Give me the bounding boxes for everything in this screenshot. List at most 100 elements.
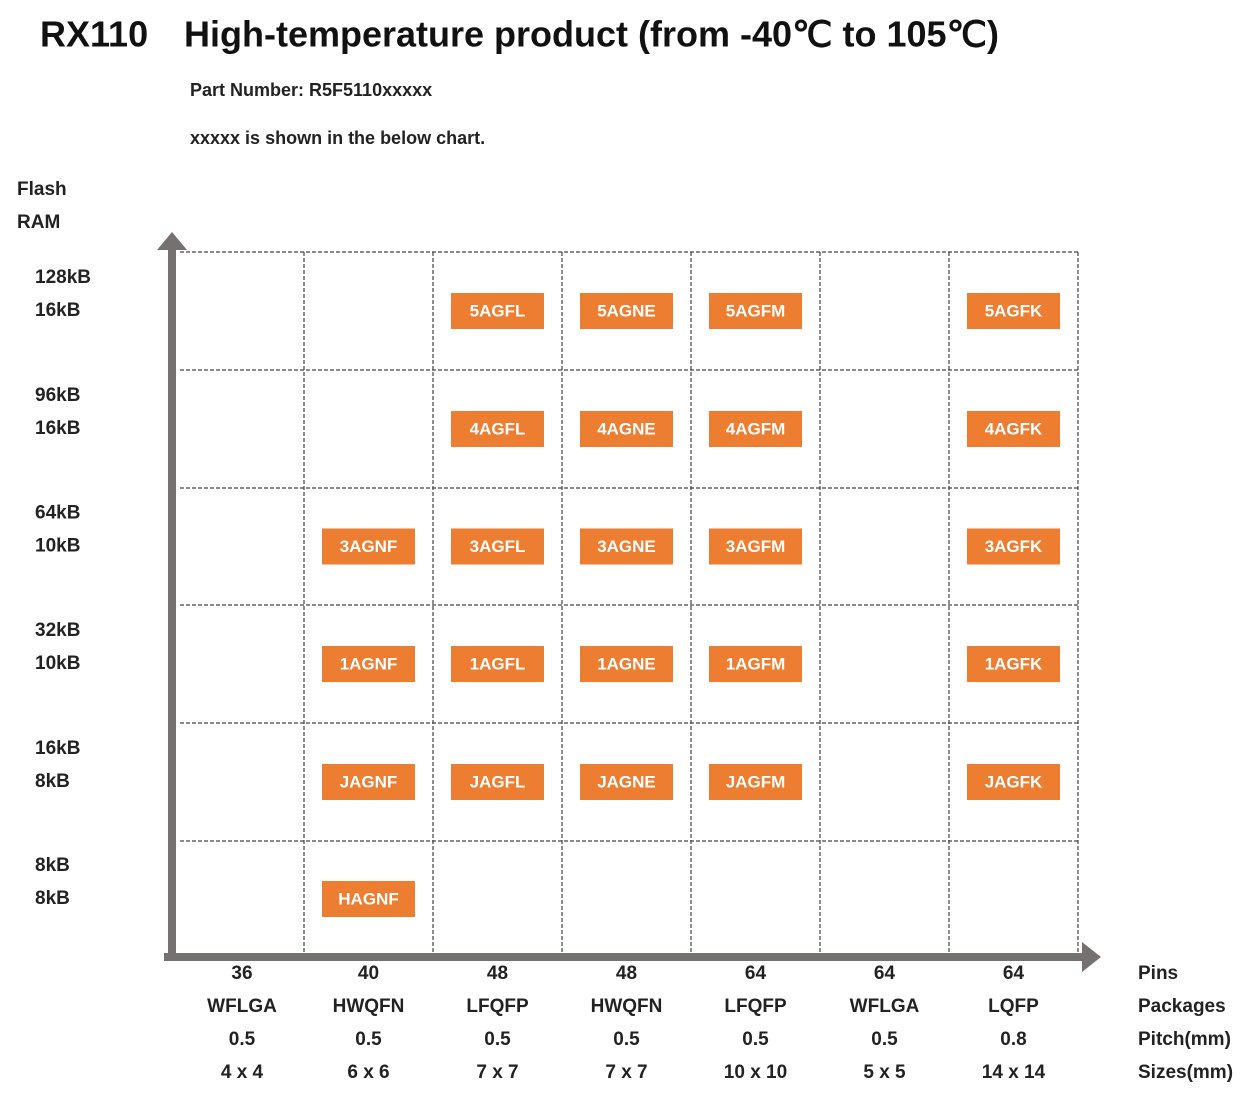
part-code: 5AGNE bbox=[597, 301, 656, 320]
part-code: JAGNF bbox=[340, 772, 398, 791]
part-code: 4AGNE bbox=[597, 419, 656, 438]
column-size: 6 x 6 bbox=[347, 1062, 389, 1083]
part-box bbox=[967, 293, 1060, 329]
part-code: JAGFL bbox=[470, 772, 526, 791]
part-box bbox=[967, 646, 1060, 682]
x-label: Packages bbox=[1138, 996, 1226, 1017]
column-pitch: 0.5 bbox=[742, 1029, 769, 1050]
part-code: 4AGFM bbox=[726, 419, 786, 438]
column-package: LFQFP bbox=[466, 996, 529, 1017]
part-box bbox=[451, 411, 544, 447]
column-size: 4 x 4 bbox=[221, 1062, 264, 1083]
column-pins: 36 bbox=[231, 963, 252, 984]
part-box bbox=[709, 646, 802, 682]
title: High-temperature product (from -40℃ to 1… bbox=[184, 14, 999, 55]
part-code: JAGNE bbox=[597, 772, 656, 791]
part-number: Part Number: R5F5110xxxxx bbox=[190, 80, 432, 100]
x-label: Pitch(mm) bbox=[1138, 1029, 1231, 1050]
x-label: Pins bbox=[1138, 963, 1178, 984]
part-box bbox=[322, 646, 415, 682]
flash-label: 96kB bbox=[35, 385, 80, 406]
part-code: 3AGFM bbox=[726, 537, 786, 556]
column-pins: 40 bbox=[358, 963, 379, 984]
part-code: 5AGFK bbox=[985, 301, 1043, 320]
column-size: 10 x 10 bbox=[724, 1062, 787, 1083]
axes bbox=[157, 232, 1101, 972]
part-code: JAGFK bbox=[985, 772, 1043, 791]
part-box bbox=[967, 764, 1060, 800]
part-box bbox=[709, 528, 802, 565]
part-code: 5AGFL bbox=[470, 301, 526, 320]
column-package: LFQFP bbox=[724, 996, 787, 1017]
part-box bbox=[580, 646, 673, 682]
column-pitch: 0.5 bbox=[613, 1029, 640, 1050]
ram-label: 10kB bbox=[35, 653, 80, 674]
ram-label: 16kB bbox=[35, 300, 80, 321]
column-package: HWQFN bbox=[591, 996, 663, 1017]
part-code: JAGFM bbox=[726, 772, 786, 791]
part-code: 5AGFM bbox=[726, 301, 786, 320]
column-pitch: 0.5 bbox=[871, 1029, 898, 1050]
part-code: 3AGNF bbox=[340, 537, 398, 556]
column-pitch: 0.5 bbox=[355, 1029, 382, 1050]
column-size: 7 x 7 bbox=[605, 1062, 647, 1083]
part-code: 1AGFK bbox=[985, 654, 1043, 673]
ram-label: 10kB bbox=[35, 536, 80, 557]
flash-label: 128kB bbox=[35, 267, 91, 288]
part-code: HAGNF bbox=[338, 889, 398, 908]
ram-label: 8kB bbox=[35, 771, 70, 792]
part-box bbox=[322, 528, 415, 565]
part-box bbox=[322, 764, 415, 800]
column-package: WFLGA bbox=[207, 996, 277, 1017]
part-code: 1AGFM bbox=[726, 654, 786, 673]
note: xxxxx is shown in the below chart. bbox=[190, 128, 485, 148]
column-pitch: 0.5 bbox=[484, 1029, 511, 1050]
part-box bbox=[967, 411, 1060, 447]
y-label: RAM bbox=[17, 212, 60, 233]
part-box bbox=[451, 646, 544, 682]
flash-label: 16kB bbox=[35, 738, 80, 759]
column-package: WFLGA bbox=[850, 996, 920, 1017]
ram-label: 16kB bbox=[35, 418, 80, 439]
part-code: 3AGNE bbox=[597, 537, 656, 556]
column-pins: 48 bbox=[616, 963, 637, 984]
column-pins: 64 bbox=[874, 963, 896, 984]
part-box bbox=[451, 528, 544, 565]
column-pins: 64 bbox=[1003, 963, 1025, 984]
part-box bbox=[580, 293, 673, 329]
column-size: 5 x 5 bbox=[863, 1062, 906, 1083]
column-size: 14 x 14 bbox=[982, 1062, 1046, 1083]
flash-label: 32kB bbox=[35, 620, 80, 641]
flash-label: 8kB bbox=[35, 855, 70, 876]
part-box bbox=[967, 528, 1060, 565]
column-package: LQFP bbox=[988, 996, 1039, 1017]
part-code: 3AGFK bbox=[985, 537, 1043, 556]
part-box bbox=[709, 293, 802, 329]
flash-label: 64kB bbox=[35, 503, 80, 524]
column-pins: 48 bbox=[487, 963, 508, 984]
part-box bbox=[322, 881, 415, 917]
part-code: 1AGNF bbox=[340, 654, 398, 673]
column-pitch: 0.8 bbox=[1000, 1029, 1026, 1050]
part-code: 3AGFL bbox=[470, 537, 526, 556]
grid bbox=[180, 251, 1079, 953]
part-code: 4AGFL bbox=[470, 419, 526, 438]
part-code: 4AGFK bbox=[985, 419, 1043, 438]
part-box bbox=[709, 411, 802, 447]
y-arrow bbox=[157, 232, 187, 250]
column-package: HWQFN bbox=[333, 996, 405, 1017]
y-label: Flash bbox=[17, 179, 67, 200]
part-box bbox=[451, 764, 544, 800]
ram-label: 8kB bbox=[35, 888, 70, 909]
part-box bbox=[451, 293, 544, 329]
part-code: 1AGFL bbox=[470, 654, 526, 673]
x-label: Sizes(mm) bbox=[1138, 1062, 1233, 1083]
part-code: 1AGNE bbox=[597, 654, 656, 673]
part-box bbox=[580, 411, 673, 447]
part-box bbox=[709, 764, 802, 800]
column-pitch: 0.5 bbox=[229, 1029, 256, 1050]
column-size: 7 x 7 bbox=[476, 1062, 518, 1083]
x-arrow bbox=[1082, 942, 1101, 972]
model: RX110 bbox=[40, 14, 148, 55]
